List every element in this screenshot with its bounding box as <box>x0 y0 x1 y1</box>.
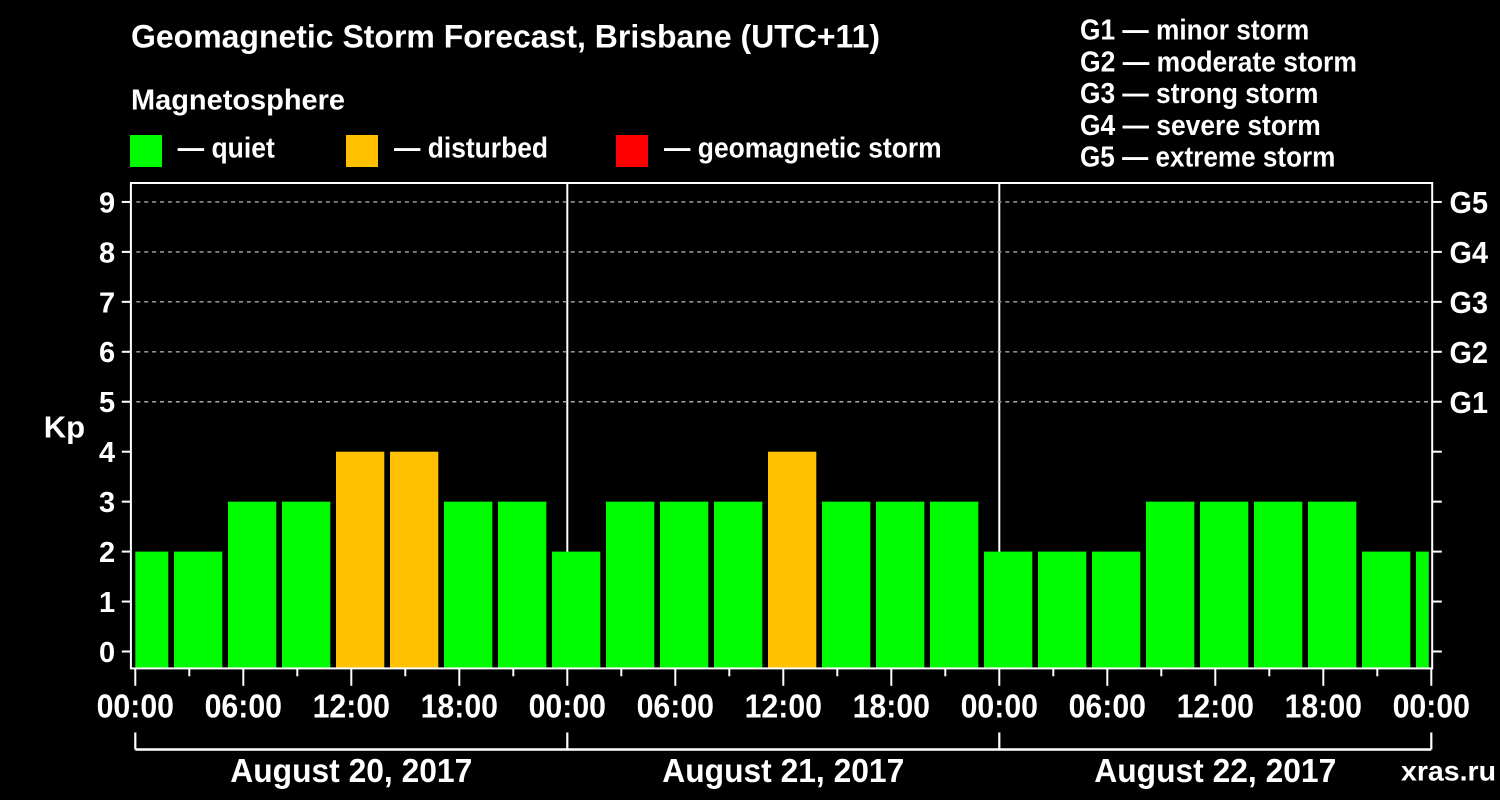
svg-text:G3: G3 <box>1450 285 1489 320</box>
svg-text:Magnetosphere: Magnetosphere <box>131 84 345 116</box>
svg-text:G4: G4 <box>1450 235 1489 270</box>
svg-text:12:00: 12:00 <box>745 688 822 725</box>
svg-text:August 20, 2017: August 20, 2017 <box>230 752 472 789</box>
svg-text:18:00: 18:00 <box>421 688 498 725</box>
svg-text:8: 8 <box>99 237 115 269</box>
svg-text:00:00: 00:00 <box>529 688 606 725</box>
svg-text:06:00: 06:00 <box>637 688 714 725</box>
svg-text:9: 9 <box>99 187 115 219</box>
svg-text:12:00: 12:00 <box>1177 688 1254 725</box>
svg-text:xras.ru: xras.ru <box>1401 755 1496 786</box>
svg-text:G1 — minor storm: G1 — minor storm <box>1080 15 1309 47</box>
svg-text:18:00: 18:00 <box>853 688 930 725</box>
svg-text:G5 — extreme storm: G5 — extreme storm <box>1080 142 1335 174</box>
svg-text:G3 — strong storm: G3 — strong storm <box>1080 78 1318 110</box>
svg-text:G2 — moderate storm: G2 — moderate storm <box>1080 46 1357 78</box>
svg-text:3: 3 <box>99 487 115 519</box>
svg-text:Geomagnetic Storm Forecast, Br: Geomagnetic Storm Forecast, Brisbane (UT… <box>131 19 880 55</box>
svg-text:00:00: 00:00 <box>97 688 174 725</box>
svg-text:7: 7 <box>99 287 115 319</box>
svg-text:06:00: 06:00 <box>205 688 282 725</box>
svg-text:4: 4 <box>99 437 115 469</box>
svg-text:06:00: 06:00 <box>1069 688 1146 725</box>
svg-text:— geomagnetic storm: — geomagnetic storm <box>664 133 942 165</box>
svg-text:6: 6 <box>99 337 115 369</box>
svg-text:12:00: 12:00 <box>313 688 390 725</box>
svg-text:G2: G2 <box>1450 335 1489 370</box>
svg-text:G4 — severe storm: G4 — severe storm <box>1080 110 1321 142</box>
svg-text:August 21, 2017: August 21, 2017 <box>662 752 904 789</box>
svg-text:18:00: 18:00 <box>1285 688 1362 725</box>
svg-text:August 22, 2017: August 22, 2017 <box>1094 752 1336 789</box>
svg-text:— disturbed: — disturbed <box>394 133 548 165</box>
svg-text:2: 2 <box>99 537 115 569</box>
svg-text:G1: G1 <box>1450 385 1489 420</box>
svg-text:— quiet: — quiet <box>178 133 275 165</box>
svg-text:G5: G5 <box>1450 185 1489 220</box>
svg-text:00:00: 00:00 <box>1393 688 1470 725</box>
svg-text:5: 5 <box>99 387 115 419</box>
svg-text:00:00: 00:00 <box>961 688 1038 725</box>
svg-text:0: 0 <box>99 637 115 669</box>
svg-text:Kp: Kp <box>44 410 85 445</box>
svg-text:1: 1 <box>99 587 115 619</box>
